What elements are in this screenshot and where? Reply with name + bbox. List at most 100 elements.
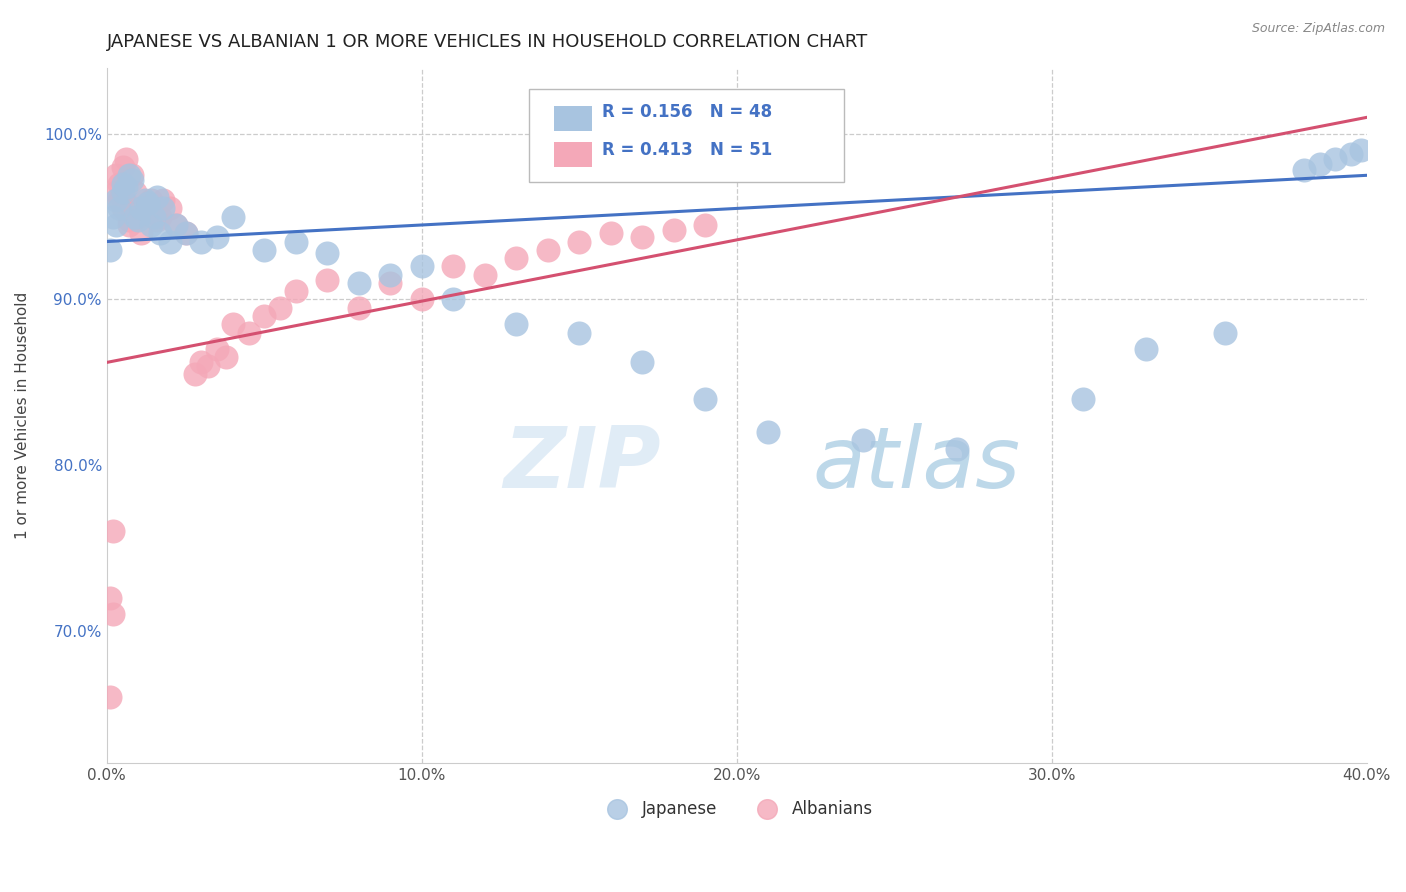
Point bbox=[316, 246, 339, 260]
Text: JAPANESE VS ALBANIAN 1 OR MORE VEHICLES IN HOUSEHOLD CORRELATION CHART: JAPANESE VS ALBANIAN 1 OR MORE VEHICLES … bbox=[107, 33, 868, 51]
Text: ZIP: ZIP bbox=[503, 423, 661, 506]
Point bbox=[756, 425, 779, 439]
Text: R = 0.413   N = 51: R = 0.413 N = 51 bbox=[602, 142, 772, 160]
Point bbox=[1135, 342, 1157, 356]
Point bbox=[1324, 152, 1347, 166]
Point bbox=[108, 177, 131, 191]
Point bbox=[190, 355, 212, 369]
Point bbox=[139, 218, 162, 232]
Point bbox=[105, 193, 128, 207]
Point bbox=[118, 169, 141, 183]
Point bbox=[105, 169, 128, 183]
Point bbox=[146, 190, 169, 204]
Point bbox=[143, 210, 166, 224]
Point bbox=[105, 218, 128, 232]
Point bbox=[114, 180, 136, 194]
Point bbox=[222, 210, 245, 224]
Point bbox=[127, 213, 149, 227]
Point bbox=[222, 318, 245, 332]
Point bbox=[114, 152, 136, 166]
Point bbox=[568, 235, 591, 249]
Point bbox=[852, 434, 875, 448]
Point bbox=[474, 268, 496, 282]
Point bbox=[136, 196, 159, 211]
Point bbox=[662, 223, 685, 237]
Y-axis label: 1 or more Vehicles in Household: 1 or more Vehicles in Household bbox=[15, 292, 30, 539]
Point bbox=[215, 351, 238, 365]
Point bbox=[165, 218, 187, 232]
Point bbox=[108, 193, 131, 207]
Point bbox=[111, 202, 134, 216]
Point bbox=[174, 227, 197, 241]
Point bbox=[134, 206, 156, 220]
Legend: Japanese, Albanians: Japanese, Albanians bbox=[593, 793, 880, 824]
Point bbox=[568, 326, 591, 340]
Point bbox=[124, 210, 146, 224]
Point bbox=[411, 293, 433, 307]
Point bbox=[101, 607, 124, 621]
Point bbox=[505, 251, 527, 265]
Point bbox=[118, 218, 141, 232]
Point bbox=[197, 359, 219, 373]
Point bbox=[149, 210, 172, 224]
Point bbox=[152, 193, 174, 207]
Point bbox=[1350, 144, 1372, 158]
Point bbox=[205, 229, 228, 244]
Point bbox=[599, 227, 621, 241]
Point bbox=[139, 193, 162, 207]
Point bbox=[121, 173, 143, 187]
FancyBboxPatch shape bbox=[529, 88, 844, 183]
Point bbox=[411, 260, 433, 274]
Point bbox=[111, 177, 134, 191]
Text: atlas: atlas bbox=[813, 423, 1021, 506]
Point bbox=[108, 202, 131, 216]
Point bbox=[121, 169, 143, 183]
Point bbox=[347, 276, 370, 290]
Point bbox=[131, 227, 153, 241]
Point bbox=[631, 355, 654, 369]
Point bbox=[205, 342, 228, 356]
Point bbox=[98, 591, 121, 605]
Bar bbox=[554, 106, 592, 131]
Point bbox=[253, 309, 276, 323]
Point bbox=[1309, 157, 1331, 171]
Point bbox=[253, 243, 276, 257]
Bar bbox=[554, 142, 592, 168]
Point bbox=[441, 260, 464, 274]
Point bbox=[134, 193, 156, 207]
Point bbox=[159, 202, 181, 216]
Point bbox=[380, 276, 402, 290]
Point bbox=[98, 243, 121, 257]
Point bbox=[1213, 326, 1236, 340]
Point bbox=[631, 229, 654, 244]
Point bbox=[269, 301, 291, 315]
Point bbox=[238, 326, 260, 340]
Point bbox=[695, 392, 717, 406]
Point bbox=[284, 235, 307, 249]
Point bbox=[441, 293, 464, 307]
Point bbox=[101, 210, 124, 224]
Point bbox=[1340, 146, 1362, 161]
Point bbox=[537, 243, 560, 257]
Point bbox=[127, 210, 149, 224]
Point bbox=[98, 690, 121, 704]
Point bbox=[165, 218, 187, 232]
Point bbox=[136, 196, 159, 211]
Point bbox=[946, 442, 969, 456]
Point bbox=[190, 235, 212, 249]
Point bbox=[118, 213, 141, 227]
Point bbox=[159, 235, 181, 249]
Point bbox=[1071, 392, 1094, 406]
Point bbox=[505, 318, 527, 332]
Point bbox=[143, 202, 166, 216]
Text: R = 0.156   N = 48: R = 0.156 N = 48 bbox=[602, 103, 772, 121]
Text: Source: ZipAtlas.com: Source: ZipAtlas.com bbox=[1251, 22, 1385, 36]
Point bbox=[146, 213, 169, 227]
Point bbox=[380, 268, 402, 282]
Point bbox=[101, 524, 124, 539]
Point bbox=[131, 202, 153, 216]
Point bbox=[149, 227, 172, 241]
Point bbox=[695, 218, 717, 232]
Point bbox=[184, 367, 207, 381]
Point bbox=[114, 196, 136, 211]
